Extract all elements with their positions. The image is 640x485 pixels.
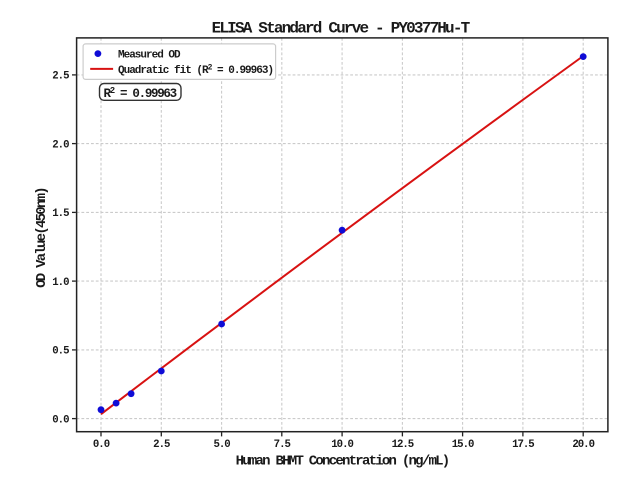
svg-text:15.0: 15.0 [452,439,474,451]
svg-text:ELISA Standard Curve - PY0377H: ELISA Standard Curve - PY0377Hu-T [212,19,471,37]
svg-text:0.0: 0.0 [93,439,110,451]
svg-text:10.0: 10.0 [331,439,353,451]
svg-text:2.5: 2.5 [52,71,69,83]
svg-text:17.5: 17.5 [512,439,534,451]
svg-text:1.0: 1.0 [52,277,69,289]
svg-text:5.0: 5.0 [213,439,230,451]
svg-text:7.5: 7.5 [274,439,291,451]
svg-text:2.0: 2.0 [52,139,69,151]
svg-text:0.5: 0.5 [52,346,69,358]
svg-text:1.5: 1.5 [52,208,69,220]
svg-text:Human BHMT Concentration (ng/m: Human BHMT Concentration (ng/mL) [236,454,449,470]
svg-text:20.0: 20.0 [572,439,594,451]
svg-text:12.5: 12.5 [392,439,414,451]
svg-text:Measured OD: Measured OD [118,50,181,62]
svg-text:2.5: 2.5 [153,439,170,451]
svg-text:OD Value(450nm): OD Value(450nm) [34,188,50,288]
svg-text:Quadratic fit (R2 = 0.99963): Quadratic fit (R2 = 0.99963) [118,64,273,78]
svg-text:R2 = 0.99963: R2 = 0.99963 [104,86,177,101]
svg-text:0.0: 0.0 [52,414,69,426]
